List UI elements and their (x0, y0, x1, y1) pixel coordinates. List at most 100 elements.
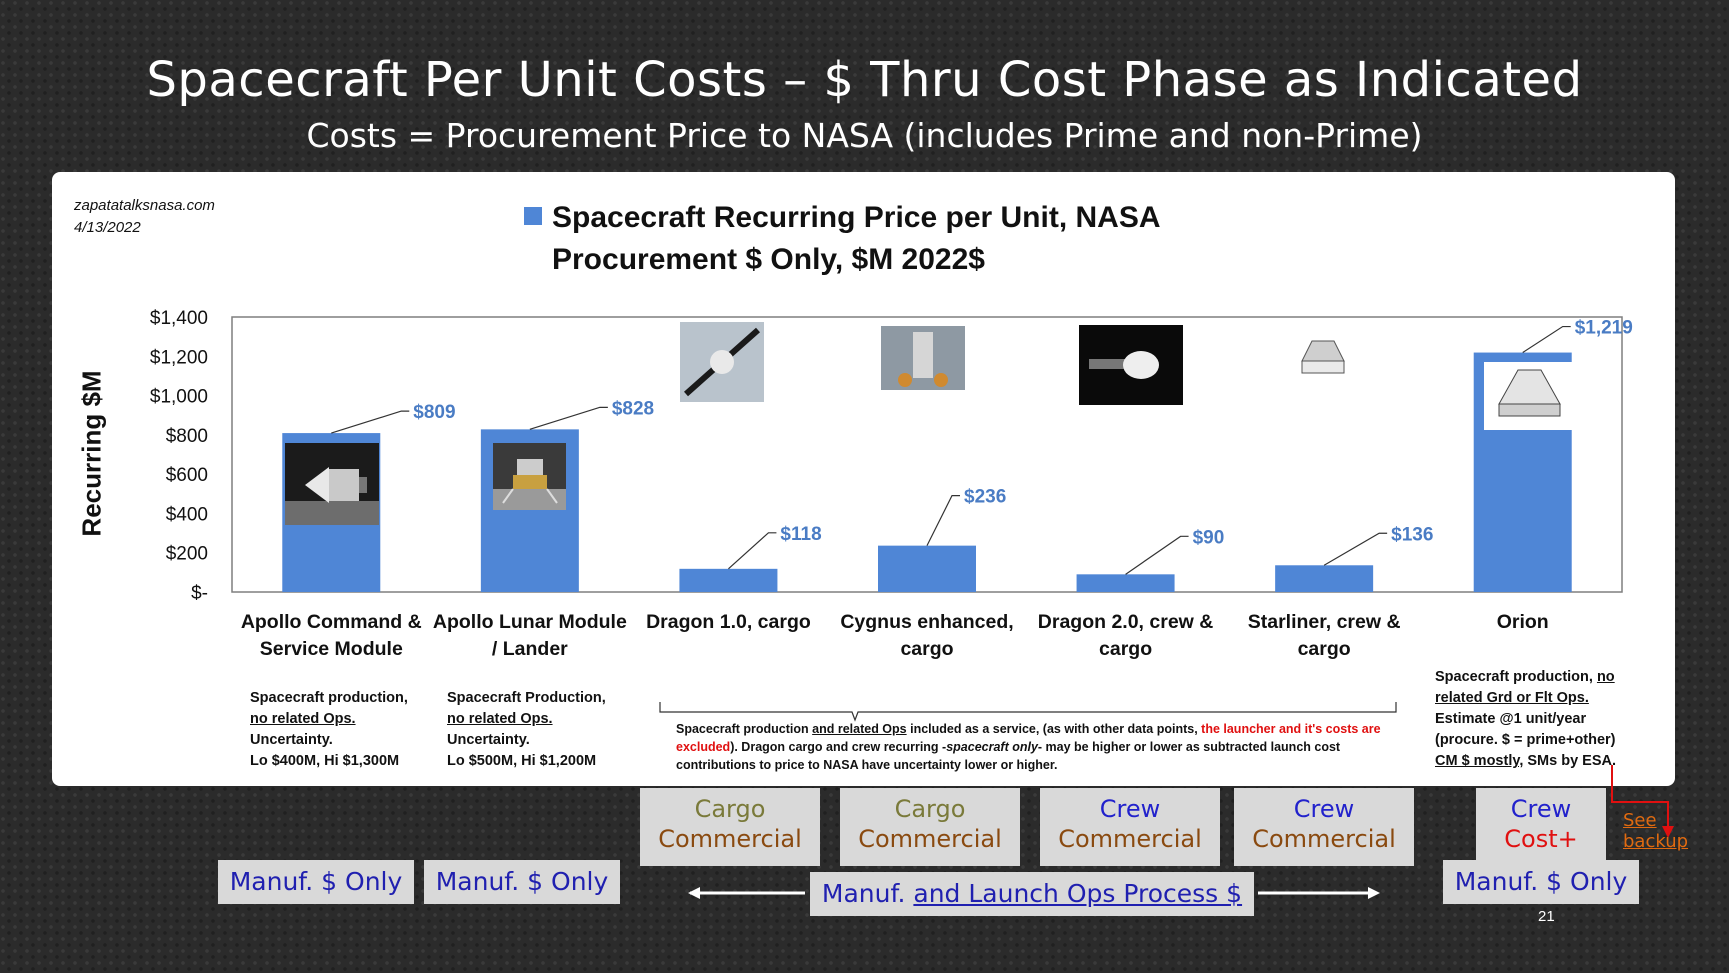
note-line: related Grd or Flt Ops. (1435, 690, 1589, 706)
note-part: ). Dragon cargo and crew recurring - (730, 740, 947, 754)
source-credit: zapatatalksnasa.com 4/13/2022 (74, 195, 215, 239)
note-part: spacecraft only (946, 740, 1038, 754)
page-subtitle: Costs = Procurement Price to NASA (inclu… (306, 116, 1423, 155)
note-part: CM $ mostly, (1435, 753, 1524, 769)
y-tick-label: $800 (166, 426, 208, 447)
bar (679, 568, 778, 592)
note-line: Estimate @1 unit/year (1435, 711, 1587, 727)
x-tick-label: Apollo Lunar Module (433, 611, 627, 633)
note-line: Lo $500M, Hi $1,200M (447, 753, 597, 769)
tag-csm-manuf: Manuf. $ Only (218, 860, 414, 904)
note-line: no related Ops. (250, 711, 356, 727)
note-part: Spacecraft production (676, 722, 813, 736)
x-tick-label: cargo (900, 638, 953, 660)
x-tick-label: Service Module (260, 638, 403, 660)
y-tick-label: $200 (166, 544, 208, 565)
data-label-leader (1522, 325, 1571, 354)
x-tick-label: Apollo Command & (241, 611, 422, 633)
bar (1076, 574, 1175, 592)
tag-line: Cargo (894, 795, 966, 823)
page-title: Spacecraft Per Unit Costs – $ Thru Cost … (146, 52, 1583, 108)
data-label-leader (331, 410, 410, 434)
note-line: no related Ops. (447, 711, 553, 727)
cygnus-image (881, 326, 965, 390)
y-tick-label: $1,200 (150, 347, 208, 368)
y-tick-label: $600 (166, 465, 208, 486)
data-label-leader (926, 495, 960, 546)
y-tick-label: $1,400 (150, 308, 208, 329)
note-line: Lo $400M, Hi $1,300M (250, 753, 400, 769)
tag-line: Cargo (694, 795, 766, 823)
tag-line: Crew (1510, 795, 1572, 823)
legend-swatch (524, 207, 542, 225)
link-line: backup (1623, 831, 1689, 852)
data-label: $236 (964, 487, 1006, 508)
note-part: and related Ops (812, 722, 907, 736)
data-label: $136 (1391, 524, 1433, 545)
bar (1275, 565, 1374, 592)
tag-dragon2: Crew Commercial (1040, 788, 1220, 866)
note-part: Spacecraft production, (1435, 669, 1597, 685)
data-label: $118 (780, 524, 821, 545)
note-line: Spacecraft production, (250, 690, 408, 706)
x-tick-label: Orion (1497, 611, 1549, 633)
link-line: See (1623, 810, 1657, 831)
y-tick-label: $400 (166, 504, 208, 525)
x-tick-label: cargo (1099, 638, 1152, 660)
y-tick-label: $1,000 (150, 387, 208, 408)
note-line: Spacecraft Production, (447, 690, 606, 706)
tag-line: Commercial (1252, 825, 1396, 853)
see-backup-link[interactable]: See backup (1623, 810, 1688, 852)
bar (878, 545, 976, 592)
y-tick-label: $- (191, 583, 208, 604)
x-tick-label: / Lander (492, 638, 568, 660)
note-line: Uncertainty. (447, 732, 530, 748)
note-part: included as a service, (as with other da… (906, 722, 1202, 736)
data-label-leader (1125, 535, 1189, 575)
x-tick-label: Cygnus enhanced, (840, 611, 1013, 633)
tag-part: and Launch Ops Process $ (913, 879, 1243, 908)
source-date: 4/13/2022 (74, 219, 141, 236)
page-number: 21 (1538, 908, 1555, 925)
tag-line: Crew (1293, 795, 1355, 823)
data-label: $90 (1193, 527, 1225, 548)
tag-part: Manuf. (821, 879, 914, 908)
x-tick-label: cargo (1298, 638, 1351, 660)
tag-line: Crew (1099, 795, 1161, 823)
note-line: Uncertainty. (250, 732, 333, 748)
note-line: CM $ mostly, SMs by ESA. (1435, 751, 1616, 772)
note-line: (procure. $ = prime+other) (1435, 732, 1616, 748)
note-part: SMs by ESA. (1523, 753, 1617, 769)
x-tick-label: Starliner, crew & (1248, 611, 1401, 633)
dragon2-image (1079, 325, 1183, 405)
data-label-leader (529, 406, 608, 430)
dragon1-image (680, 322, 764, 402)
tag-starliner: Crew Commercial (1234, 788, 1414, 866)
tag-line: Commercial (858, 825, 1002, 853)
tag-orion: Crew Cost+ (1476, 788, 1606, 866)
note-line: Spacecraft production, no (1435, 667, 1616, 688)
tag-line: Commercial (1058, 825, 1202, 853)
source-site: zapatatalksnasa.com (74, 197, 215, 214)
note-part: - may be higher or lower as subtracted l… (676, 740, 1341, 772)
note-apollo-csm: Spacecraft production, no related Ops. U… (250, 688, 408, 772)
tag-line: Commercial (658, 825, 802, 853)
tag-process: Manuf. and Launch Ops Process $ (810, 872, 1254, 916)
chart-title: Spacecraft Recurring Price per Unit, NAS… (552, 201, 1160, 276)
tag-orion-manuf: Manuf. $ Only (1443, 860, 1639, 904)
note-apollo-lm: Spacecraft Production, no related Ops. U… (447, 688, 606, 772)
data-label-leader (1323, 532, 1388, 566)
tag-line: Cost+ (1504, 825, 1578, 853)
tag-lm-manuf: Manuf. $ Only (424, 860, 620, 904)
apollo-csm-image (285, 443, 379, 525)
commercial-bracket (659, 702, 1397, 722)
note-orion: Spacecraft production, no related Grd or… (1435, 667, 1616, 772)
data-label: $809 (413, 402, 455, 423)
note-part-red: the launcher and it's costs are excluded (676, 722, 1381, 754)
data-label-leader (728, 532, 777, 570)
data-label: $1,219 (1575, 318, 1633, 339)
x-tick-label: Dragon 1.0, cargo (646, 611, 811, 633)
apollo-lm-image (493, 443, 566, 510)
starliner-image (1290, 327, 1356, 389)
